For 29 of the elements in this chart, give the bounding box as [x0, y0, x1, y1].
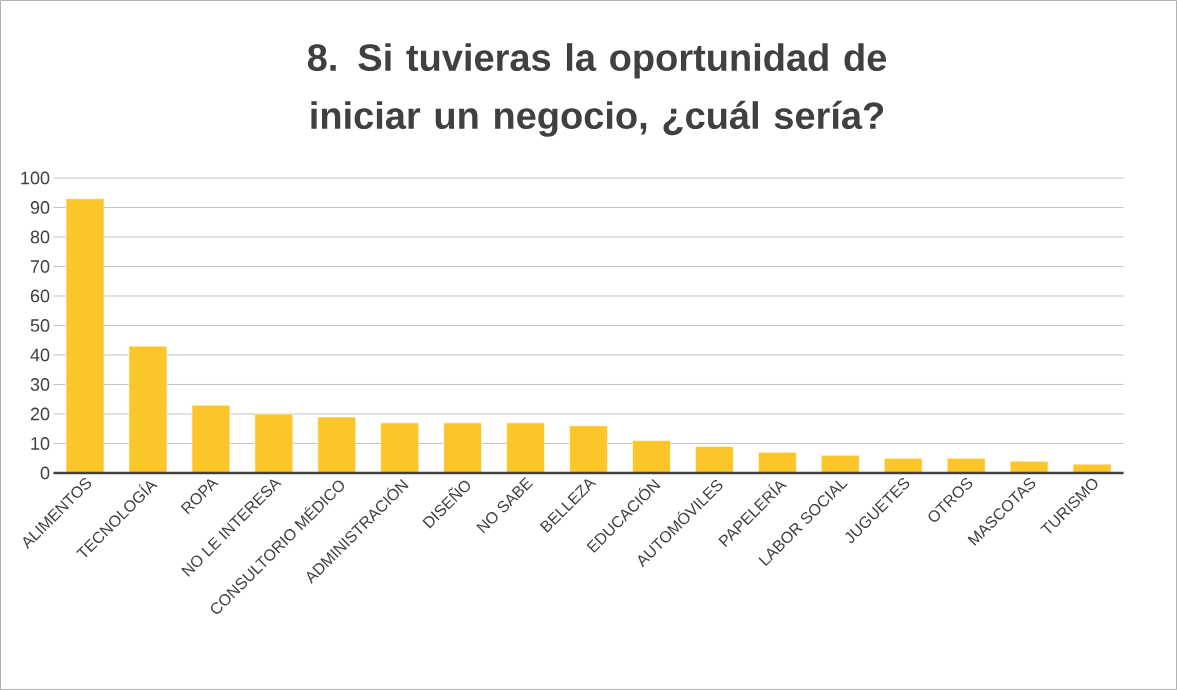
- y-tick-label: 90: [30, 201, 50, 214]
- y-tick-label: 60: [30, 289, 50, 303]
- y-tick-label: 50: [30, 319, 50, 332]
- bar: [1072, 463, 1112, 474]
- y-tick-label: 20: [30, 407, 50, 421]
- bar: [758, 452, 797, 474]
- y-tick-label: 70: [30, 260, 50, 273]
- bar: [883, 457, 923, 474]
- bar: [946, 457, 986, 474]
- y-tick-label: 100: [21, 171, 50, 185]
- bar: [317, 416, 357, 474]
- bar: [632, 440, 671, 474]
- bar: [65, 198, 105, 474]
- y-tick-label: 40: [30, 348, 50, 362]
- y-tick-label: 80: [30, 230, 50, 244]
- bar: [695, 446, 734, 474]
- bar: [191, 404, 231, 474]
- y-tick-label: 30: [30, 378, 50, 391]
- bar: [569, 425, 608, 474]
- y-tick-label: 0: [40, 466, 50, 480]
- chart-title: 8. Si tuvieras la oportunidad de iniciar un negocio, ¿cuál sería?: [307, 43, 887, 137]
- bar: [443, 422, 482, 474]
- bar: [506, 422, 545, 474]
- bar: [821, 454, 860, 474]
- bar: [128, 345, 168, 474]
- bar: [380, 422, 420, 474]
- y-tick-label: 10: [31, 437, 50, 450]
- bar: [254, 413, 294, 474]
- bar: [1009, 460, 1049, 474]
